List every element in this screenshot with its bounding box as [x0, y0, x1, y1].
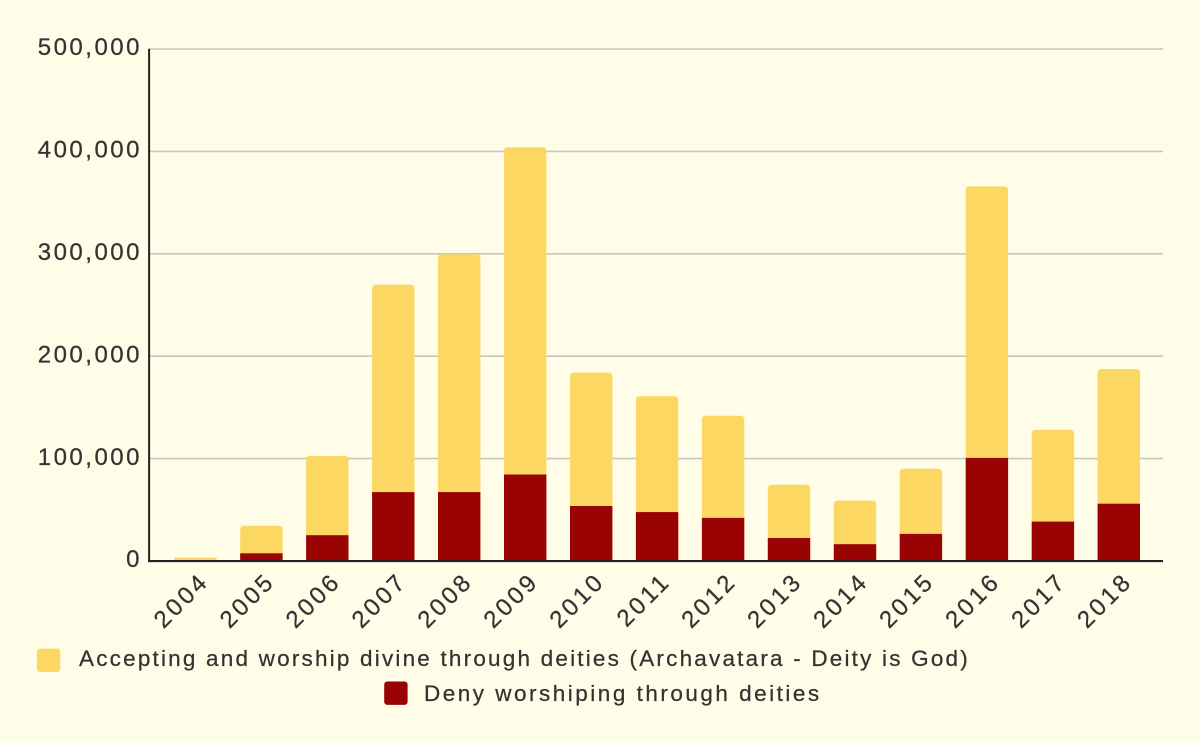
svg-text:400,000: 400,000: [38, 137, 142, 164]
svg-text:Deny worshiping through deitie: Deny worshiping through deities: [424, 681, 822, 706]
svg-text:0: 0: [126, 546, 142, 573]
svg-text:200,000: 200,000: [38, 341, 142, 368]
svg-text:100,000: 100,000: [38, 444, 142, 471]
svg-text:300,000: 300,000: [38, 239, 142, 266]
svg-text:500,000: 500,000: [38, 34, 142, 61]
svg-text:Accepting and worship divine t: Accepting and worship divine through dei…: [79, 646, 970, 671]
